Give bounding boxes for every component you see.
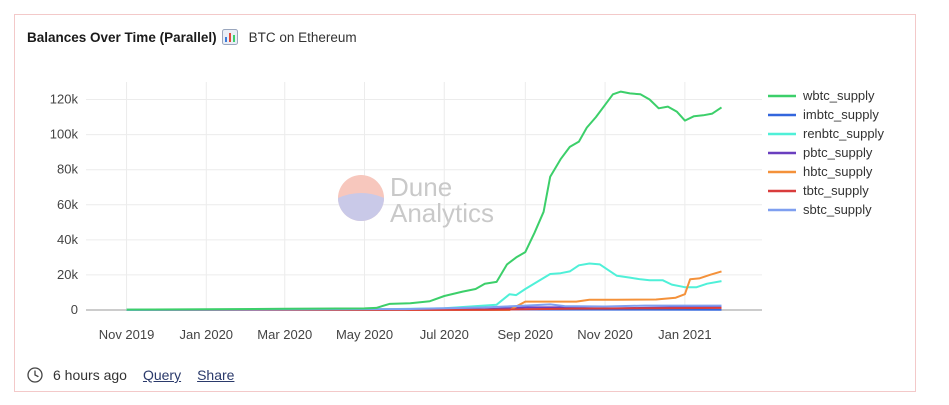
chart-footer: 6 hours ago Query Share <box>27 365 234 385</box>
series-line-sbtc_supply <box>126 303 722 311</box>
series-lines <box>126 90 723 311</box>
chart-card: Balances Over Time (Parallel) BTC on Eth… <box>14 14 916 392</box>
legend-label: pbtc_supply <box>803 145 873 160</box>
legend-label: hbtc_supply <box>803 164 873 179</box>
x-tick-label: May 2020 <box>336 327 393 342</box>
x-tick-label: Nov 2020 <box>577 327 633 342</box>
y-tick-label: 40k <box>57 232 78 247</box>
legend-label: tbtc_supply <box>803 183 869 198</box>
x-tick-label: Jan 2020 <box>180 327 234 342</box>
legend-label: renbtc_supply <box>803 126 884 141</box>
series-line-renbtc_supply <box>126 262 722 311</box>
x-tick-label: Jul 2020 <box>420 327 469 342</box>
chart-title: Balances Over Time (Parallel) <box>27 29 217 45</box>
x-tick-label: Sep 2020 <box>497 327 553 342</box>
y-axis: 0 20k 40k 60k 80k 100k 120k <box>50 92 79 317</box>
legend-label: sbtc_supply <box>803 202 872 217</box>
bar-chart-icon <box>221 29 238 45</box>
watermark-line1: Dune <box>390 172 452 202</box>
chart-header: Balances Over Time (Parallel) BTC on Eth… <box>27 27 357 47</box>
share-link[interactable]: Share <box>197 367 235 383</box>
y-tick-label: 60k <box>57 197 78 212</box>
y-tick-label: 20k <box>57 267 78 282</box>
clock-icon <box>27 367 43 383</box>
query-link[interactable]: Query <box>142 367 182 383</box>
y-tick-label: 80k <box>57 162 78 177</box>
legend-label: wbtc_supply <box>802 88 875 103</box>
dune-watermark: Dune Analytics <box>338 172 494 228</box>
chart-subtitle: BTC on Ethereum <box>248 29 357 45</box>
series-line-wbtc_supply <box>126 90 723 311</box>
last-updated-text: 6 hours ago <box>53 367 127 383</box>
watermark-line2: Analytics <box>390 198 494 228</box>
y-tick-label: 100k <box>50 127 79 142</box>
y-tick-label: 120k <box>50 92 79 107</box>
series-line-tbtc_supply <box>126 306 722 311</box>
y-tick-label: 0 <box>71 302 78 317</box>
x-tick-label: Nov 2019 <box>99 327 155 342</box>
x-axis: Nov 2019 Jan 2020 Mar 2020 May 2020 Jul 2020… <box>99 327 712 342</box>
x-tick-label: Mar 2020 <box>257 327 312 342</box>
chart-grid <box>86 82 762 311</box>
dune-logo-icon <box>338 175 384 221</box>
series-line-hbtc_supply <box>126 270 722 311</box>
legend: wbtc_supply imbtc_supply renbtc_supplypbtc… <box>768 88 884 217</box>
x-tick-label: Jan 2021 <box>658 327 712 342</box>
legend-label: imbtc_supply <box>803 107 879 122</box>
